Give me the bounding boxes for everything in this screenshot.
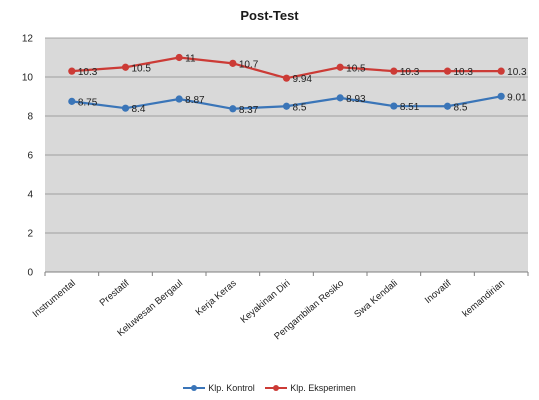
x-tick-label: kemandirian xyxy=(460,278,507,320)
legend-item-eksperimen: Klp. Eksperimen xyxy=(265,383,356,393)
data-point xyxy=(229,59,237,67)
data-point xyxy=(121,104,130,112)
data-label: 8.75 xyxy=(78,97,98,108)
data-label: 10.3 xyxy=(78,67,98,78)
data-point xyxy=(443,67,452,75)
data-label: 10.7 xyxy=(239,59,259,70)
y-tick-label: 6 xyxy=(27,151,33,162)
legend-swatch-eksperimen xyxy=(265,385,288,391)
data-label: 8.5 xyxy=(454,102,468,113)
legend-label-kontrol: Klp. Kontrol xyxy=(208,383,255,393)
data-label: 11 xyxy=(185,54,196,65)
legend: Klp. Kontrol Klp. Eksperimen xyxy=(0,383,539,395)
data-point xyxy=(336,94,344,102)
data-point xyxy=(282,102,291,110)
y-tick-label: 12 xyxy=(22,34,34,45)
data-label: 10.3 xyxy=(507,67,527,78)
data-point xyxy=(497,67,505,75)
data-point xyxy=(68,67,76,75)
data-point xyxy=(229,105,237,113)
y-tick-label: 0 xyxy=(27,268,33,279)
data-label: 8.87 xyxy=(185,95,205,106)
y-tick-label: 8 xyxy=(27,112,33,123)
data-label: 8.5 xyxy=(293,102,307,113)
data-label: 8.51 xyxy=(400,102,420,113)
data-point xyxy=(175,53,183,62)
x-tick-label: Swa Kendali xyxy=(352,278,400,320)
x-tick-label: Kerja Keras xyxy=(194,278,239,318)
data-point xyxy=(175,95,183,103)
data-label: 9.01 xyxy=(507,92,527,103)
y-tick-label: 4 xyxy=(27,190,33,201)
y-tick-label: 10 xyxy=(22,73,34,84)
data-label: 10.5 xyxy=(132,63,152,74)
x-tick-label: Keyakinan Diri xyxy=(238,278,292,326)
data-point xyxy=(443,102,452,110)
x-tick-label: Inovatif xyxy=(423,278,454,306)
data-point xyxy=(390,67,398,75)
legend-label-eksperimen: Klp. Eksperimen xyxy=(290,383,356,393)
data-point xyxy=(497,92,505,100)
y-tick-label: 2 xyxy=(27,229,33,240)
data-point xyxy=(68,97,76,105)
data-point xyxy=(336,63,344,71)
data-label: 8.93 xyxy=(346,94,366,105)
legend-swatch-kontrol xyxy=(183,385,206,391)
chart-title: Post-Test xyxy=(240,8,299,23)
x-tick-label: Instrumental xyxy=(31,278,78,320)
data-label: 10.5 xyxy=(346,63,366,74)
data-point xyxy=(390,102,398,110)
data-label: 8.37 xyxy=(239,105,259,116)
x-tick-label: Prestatif xyxy=(98,278,132,309)
data-point xyxy=(121,63,130,71)
data-label: 9.94 xyxy=(293,74,313,85)
data-label: 8.4 xyxy=(132,104,146,115)
data-point xyxy=(282,74,291,82)
legend-item-kontrol: Klp. Kontrol xyxy=(183,383,255,393)
data-label: 10.3 xyxy=(400,67,420,78)
data-label: 10.3 xyxy=(454,67,474,78)
